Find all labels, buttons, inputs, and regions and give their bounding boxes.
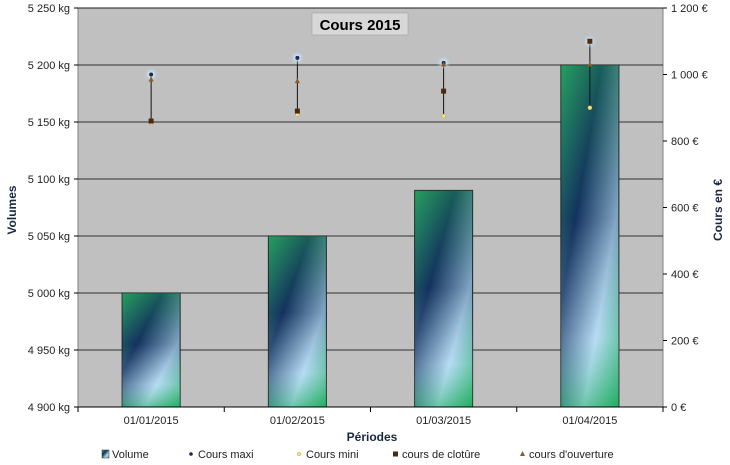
y-tick-label: 5 250 kg [28, 3, 70, 15]
y2-tick-label: 0 € [671, 402, 686, 414]
legend-swatch-cours-ouverture [520, 451, 525, 456]
x-tick-label: 01/04/2015 [562, 415, 617, 427]
y2-tick-label: 400 € [671, 269, 699, 281]
x-tick-label: 01/02/2015 [270, 415, 325, 427]
y-tick-label: 4 900 kg [28, 402, 70, 414]
y2-tick-label: 1 000 € [671, 70, 708, 82]
y2-tick-label: 800 € [671, 136, 699, 148]
x-tick-label: 01/03/2015 [416, 415, 471, 427]
bar-volume-shade [560, 65, 619, 407]
x-axis-title: Périodes [347, 430, 398, 444]
marker-cours-ouverture [441, 61, 447, 67]
marker-cours-cloture [294, 108, 300, 114]
legend-label: cours de clotûre [402, 449, 480, 461]
marker-cours-maxi [295, 55, 300, 60]
legend-label: cours d'ouverture [529, 449, 614, 461]
legend-label: Cours mini [306, 449, 359, 461]
chart-title: Cours 2015 [320, 17, 401, 34]
marker-cours-ouverture [294, 78, 300, 84]
y-tick-label: 5 200 kg [28, 60, 70, 72]
legend-swatch-cours-maxi [189, 452, 193, 456]
marker-cours-cloture [148, 118, 154, 124]
marker-cours-maxi [149, 72, 154, 77]
y-axis-left-ticks: 4 900 kg 4 950 kg 5 000 kg 5 050 kg 5 100 kg… [28, 3, 78, 414]
y2-tick-label: 1 200 € [671, 3, 708, 15]
marker-cours-cloture [441, 88, 447, 94]
y-tick-label: 5 150 kg [28, 117, 70, 129]
bar-volume-shade [414, 190, 473, 407]
legend-label: Volume [112, 449, 149, 461]
legend-swatch-cours-cloture [393, 451, 398, 457]
marker-cours-ouverture [148, 76, 154, 82]
x-axis-ticks: 01/01/2015 01/02/2015 01/03/2015 01/04/2015 [77, 406, 664, 427]
marker-cours-ouverture [587, 61, 593, 67]
y-tick-label: 5 000 kg [28, 288, 70, 300]
y-axis-title: Volumes [5, 185, 19, 234]
bar-volume-shade [122, 293, 181, 407]
y2-tick-label: 600 € [671, 203, 699, 215]
y2-tick-label: 200 € [671, 336, 699, 348]
y-tick-label: 4 950 kg [28, 345, 70, 357]
legend-swatch-volume [101, 449, 110, 459]
y-tick-label: 5 050 kg [28, 231, 70, 243]
y-tick-label: 5 100 kg [28, 174, 70, 186]
marker-cours-mini [587, 105, 593, 110]
bar-volume-shade [268, 236, 327, 407]
marker-cours-mini [441, 113, 446, 119]
y-axis-right-ticks: 0 € 200 € 400 € 600 € 800 € 1 000 € 1 200 € [663, 3, 708, 414]
marker-cours-cloture [587, 38, 593, 44]
x-tick-label: 01/01/2015 [124, 415, 179, 427]
y2-axis-title: Cours en € [711, 179, 725, 241]
legend-label: Cours maxi [198, 449, 254, 461]
legend: Volume Cours maxi Cours mini cours de clotû… [101, 449, 614, 461]
chart-title-box [311, 12, 409, 36]
stock-markers [144, 34, 597, 125]
legend-swatch-cours-mini [296, 451, 302, 457]
